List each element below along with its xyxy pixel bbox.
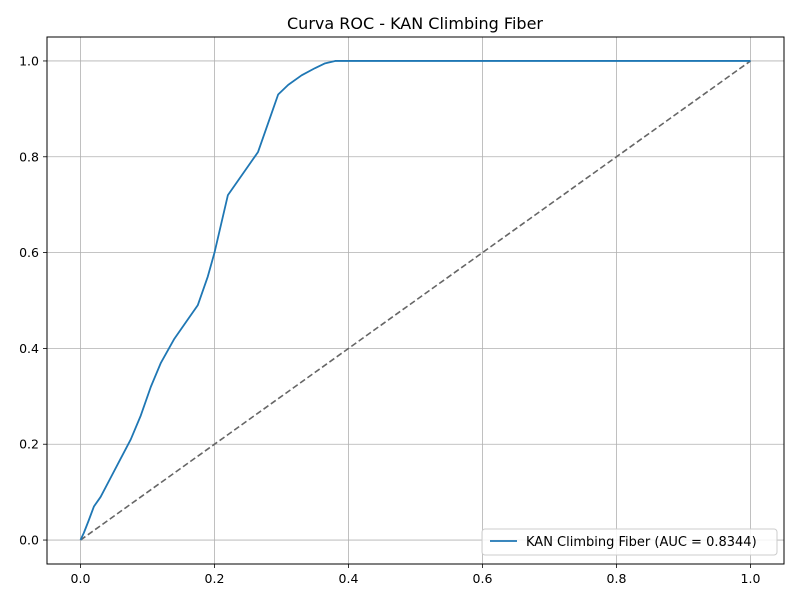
chance-diagonal-line [80, 60, 751, 541]
legend: KAN Climbing Fiber (AUC = 0.8344) [481, 528, 778, 556]
series-layer [79, 60, 751, 541]
y-tick-label: 0.6 [19, 245, 39, 260]
roc-curve-line [79, 60, 751, 541]
x-tick-label: 0.0 [71, 571, 91, 586]
x-tick-label: 0.4 [339, 571, 359, 586]
axis-ticks: 0.0 0.2 0.4 0.6 0.8 1.0 0.0 0.2 0.4 0.6 0.8 1.0 [19, 53, 760, 586]
x-tick-label: 1.0 [741, 571, 761, 586]
legend-box [481, 528, 778, 556]
grid-lines [47, 37, 784, 564]
x-tick-label: 0.8 [607, 571, 627, 586]
y-tick-label: 0.4 [19, 341, 39, 356]
x-tick-label: 0.6 [473, 571, 493, 586]
legend-label: KAN Climbing Fiber (AUC = 0.8344) [526, 535, 757, 550]
y-tick-label: 1.0 [19, 53, 39, 68]
y-tick-label: 0.0 [19, 533, 39, 548]
x-tick-label: 0.2 [205, 571, 225, 586]
chart-title: Curva ROC - KAN Climbing Fiber [287, 14, 543, 33]
y-tick-label: 0.2 [19, 437, 39, 452]
y-tick-label: 0.8 [19, 149, 39, 164]
plot-frame [46, 36, 785, 565]
